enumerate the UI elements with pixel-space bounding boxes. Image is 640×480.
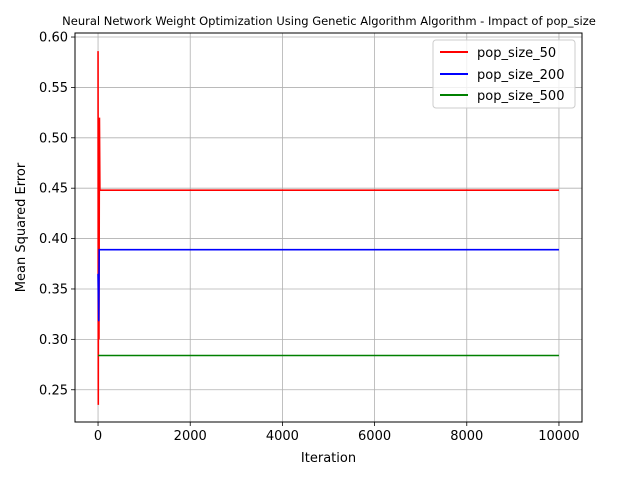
y-tick-label: 0.45 — [39, 182, 68, 197]
y-axis-label: Mean Squared Error — [14, 162, 29, 292]
x-tick-label: 0 — [94, 429, 102, 444]
y-axis: 0.25 0.30 0.35 0.40 0.45 0.50 0.55 0.60 — [39, 31, 75, 398]
y-tick-label: 0.40 — [39, 232, 68, 247]
plot-area-frame — [74, 32, 583, 423]
series-lines — [97, 51, 559, 405]
x-axis-label: Iteration — [301, 451, 356, 466]
y-tick-label: 0.60 — [39, 31, 68, 46]
series-line-pop-size-200 — [97, 248, 559, 322]
y-tick-label: 0.55 — [39, 81, 68, 96]
series-line-pop-size-50 — [97, 51, 559, 405]
y-tick-label: 0.50 — [39, 131, 68, 146]
legend-box — [432, 39, 576, 109]
legend-label-pop-size-50: pop_size_50 — [477, 46, 556, 61]
x-axis: 0 2000 4000 6000 8000 10000 — [94, 422, 580, 444]
y-tick-label: 0.30 — [39, 333, 68, 348]
grid — [75, 33, 582, 422]
y-tick-label: 0.35 — [39, 282, 68, 297]
legend: pop_size_50 pop_size_200 pop_size_500 — [432, 39, 576, 109]
x-tick-label: 8000 — [450, 429, 483, 444]
x-tick-label: 6000 — [358, 429, 391, 444]
x-tick-label: 2000 — [174, 429, 207, 444]
y-tick-label: 0.25 — [39, 383, 68, 398]
x-tick-label: 10000 — [538, 429, 579, 444]
chart-title: Neural Network Weight Optimization Using… — [62, 14, 596, 28]
legend-label-pop-size-200: pop_size_200 — [477, 68, 564, 83]
legend-label-pop-size-500: pop_size_500 — [477, 89, 564, 104]
x-tick-label: 4000 — [266, 429, 299, 444]
